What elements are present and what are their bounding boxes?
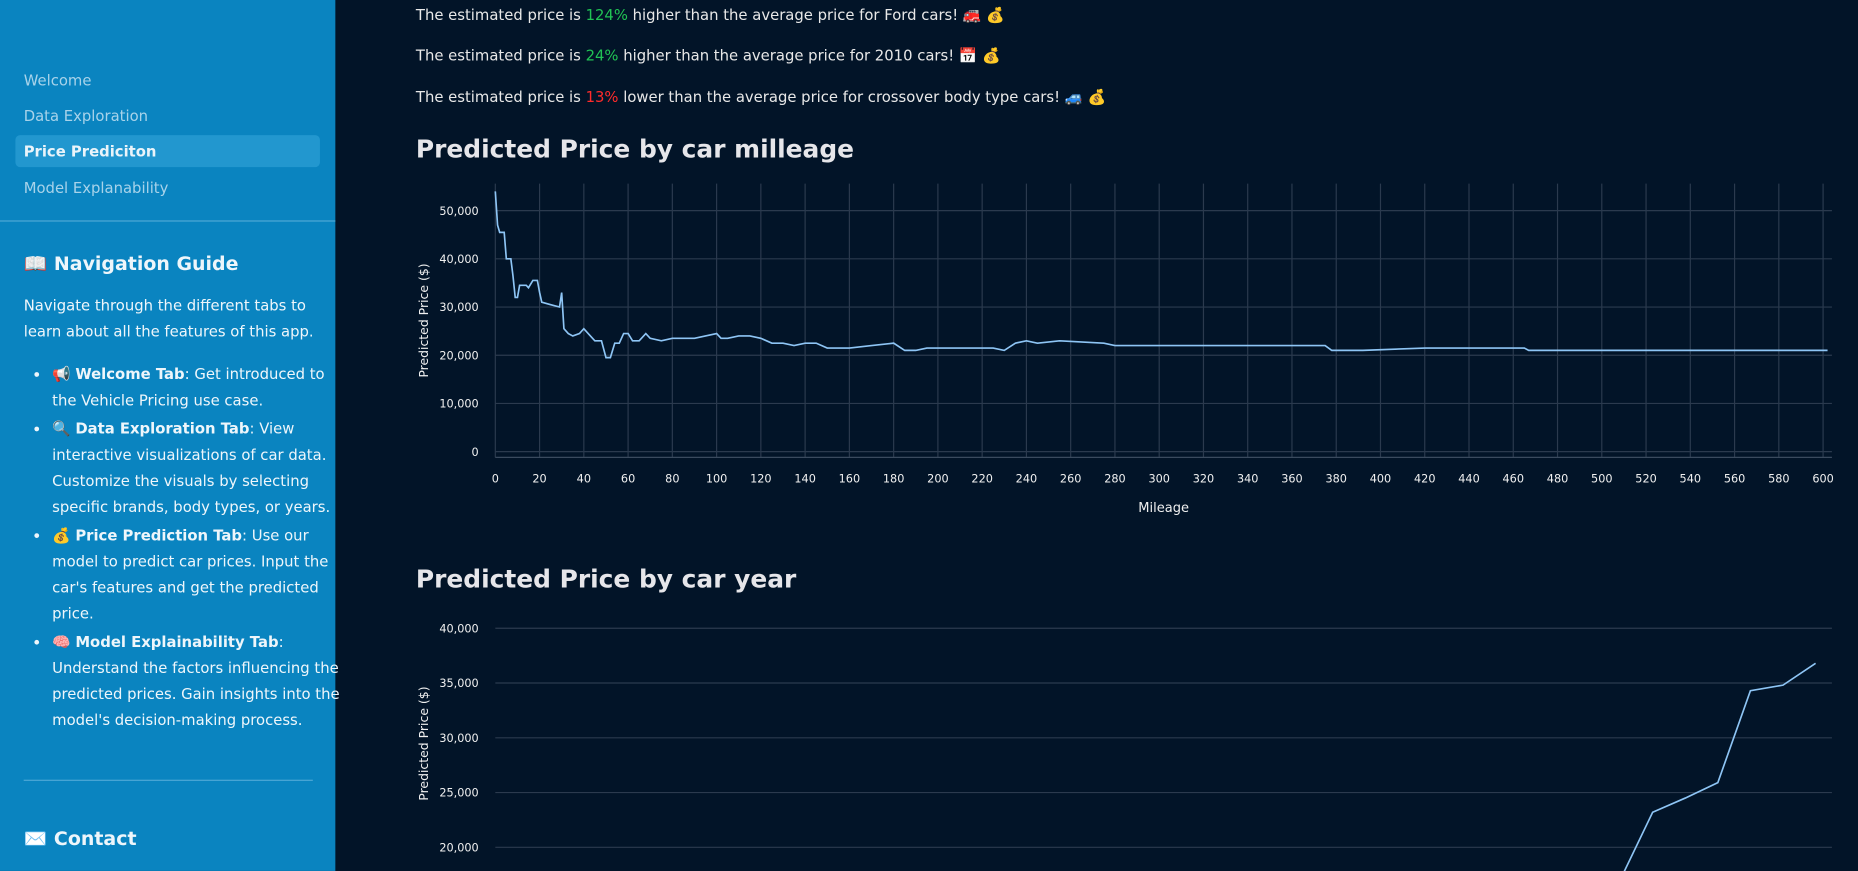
x-tick-label: 400 [1370, 472, 1391, 485]
x-tick-label: 560 [1724, 472, 1745, 485]
percent: 124% [585, 5, 628, 24]
x-tick-label: 60 [621, 472, 635, 485]
message: The estimated price is 24% higher than t… [416, 46, 1001, 65]
x-tick-label: 300 [1148, 472, 1169, 485]
main: The estimated price is 124% higher than … [335, 0, 1858, 871]
nav-link[interactable]: Price Prediciton [15, 135, 320, 168]
nav-link[interactable]: Welcome [23, 71, 92, 89]
divider [23, 779, 313, 781]
guide-item: 🧠 Model Explainability Tab: Understand t… [52, 629, 348, 733]
y-tick-label: 40,000 [439, 253, 478, 266]
message: The estimated price is 13% lower than th… [416, 88, 1106, 107]
nav-link[interactable]: Model Explanability [23, 178, 169, 197]
guide-bold: Welcome Tab [75, 364, 185, 383]
percent: 13% [585, 87, 619, 106]
x-tick-label: 180 [883, 472, 904, 485]
guide-icon: 💰 [52, 526, 71, 544]
message-text: higher than the average price for Ford c… [627, 5, 1005, 24]
guide-icon: 🧠 [52, 632, 71, 651]
guide-list: 📢 Welcome Tab: Get introduced to the Veh… [24, 361, 349, 735]
data-line [494, 191, 1828, 359]
y-tick-label: 20,000 [439, 841, 478, 854]
guide-bold: Data Exploration Tab [75, 419, 250, 438]
y-tick-label: 20,000 [439, 349, 478, 362]
guide-text: : View interactive visualizations of car… [52, 419, 331, 516]
x-tick-label: 480 [1547, 472, 1568, 485]
y-tick-label: 25,000 [439, 787, 478, 800]
guide-item: 📢 Welcome Tab: Get introduced to the Veh… [52, 361, 348, 413]
message-text: lower than the average price for crossov… [618, 87, 1107, 106]
x-tick-label: 440 [1458, 472, 1479, 485]
x-tick-label: 500 [1591, 472, 1612, 485]
x-tick-label: 540 [1680, 472, 1701, 485]
x-tick-label: 600 [1812, 472, 1833, 485]
x-tick-label: 120 [750, 472, 771, 485]
guide-bold: Model Explainability Tab [75, 632, 279, 651]
nav-link[interactable]: Data Exploration [23, 106, 149, 125]
x-tick-label: 460 [1503, 472, 1524, 485]
x-tick-label: 160 [839, 472, 860, 485]
message-text: The estimated price is [415, 87, 586, 106]
message-text: higher than the average price for 2010 c… [618, 46, 1001, 64]
x-tick-label: 340 [1237, 472, 1258, 485]
message: The estimated price is 124% higher than … [416, 6, 1005, 25]
y-axis-label: Predicted Price ($) [416, 686, 431, 800]
contact-title: ✉️ Contact [23, 827, 137, 850]
x-axis-label: Mileage [1138, 501, 1189, 516]
x-tick-label: 140 [794, 472, 815, 485]
guide-title: 📖 Navigation Guide [23, 252, 239, 275]
y-tick-label: 0 [472, 446, 479, 459]
guide-bold: Price Prediction Tab [75, 526, 243, 544]
x-tick-label: 20 [532, 472, 546, 485]
x-tick-label: 580 [1768, 472, 1789, 485]
x-tick-label: 360 [1281, 472, 1302, 485]
y-tick-label: 10,000 [439, 398, 478, 411]
message-text: The estimated price is [415, 5, 586, 24]
chart-title: Predicted Price by car year [415, 565, 797, 594]
chart-title: Predicted Price by car milleage [415, 135, 855, 164]
y-axis-label: Predicted Price ($) [416, 263, 431, 377]
x-tick-label: 420 [1414, 472, 1435, 485]
x-tick-label: 220 [971, 472, 992, 485]
divider [0, 220, 336, 222]
x-tick-label: 240 [1016, 472, 1037, 485]
guide-icon: 🔍 [52, 419, 71, 438]
sidebar: Welcome Data Exploration Price Predicito… [0, 0, 340, 871]
guide-item: 🔍 Data Exploration Tab: View interactive… [52, 416, 348, 520]
guide-item: 💰 Price Prediction Tab: Use our model to… [52, 523, 348, 627]
x-tick-label: 100 [706, 472, 727, 485]
guide-text: : Use our model to predict car prices. I… [52, 526, 329, 623]
x-tick-label: 40 [577, 472, 591, 485]
x-tick-label: 520 [1635, 472, 1656, 485]
y-tick-label: 35,000 [439, 677, 478, 690]
y-tick-label: 50,000 [439, 205, 478, 218]
guide-text: : Get introduced to the Vehicle Pricing … [52, 364, 325, 409]
x-tick-label: 280 [1104, 472, 1125, 485]
x-tick-label: 320 [1193, 472, 1214, 485]
percent: 24% [585, 46, 619, 64]
message-text: The estimated price is [415, 46, 586, 64]
x-tick-label: 380 [1325, 472, 1346, 485]
guide-icon: 📢 [52, 364, 71, 383]
x-tick-label: 80 [665, 472, 679, 485]
y-tick-label: 30,000 [439, 732, 478, 745]
guide-intro: Navigate through the different tabs to l… [23, 296, 314, 341]
x-tick-label: 0 [492, 472, 499, 485]
y-tick-label: 40,000 [439, 622, 478, 635]
data-line [1623, 662, 1817, 871]
y-tick-label: 30,000 [439, 301, 478, 314]
guide-text: : Understand the factors influencing the… [52, 632, 340, 729]
x-tick-label: 260 [1060, 472, 1081, 485]
x-tick-label: 200 [927, 472, 948, 485]
